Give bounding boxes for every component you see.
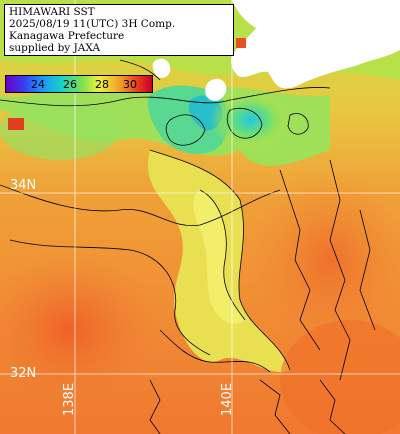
- map-region: Kanagawa Prefecture: [9, 30, 125, 42]
- longitude-label-140e: 140E: [220, 382, 235, 416]
- coastal-hot-spot: [236, 38, 246, 48]
- colorbar-tick-24: 24: [31, 78, 45, 91]
- map-info-box: HIMAWARI SST 2025/08/19 11(UTC) 3H Comp.…: [4, 4, 234, 56]
- latitude-label-34n: 34N: [10, 178, 37, 193]
- island-hot-spot: [8, 118, 24, 130]
- colorbar-tick-30: 30: [123, 78, 137, 91]
- plume-inner: [193, 190, 245, 324]
- land-peninsula: [205, 78, 227, 101]
- colorbar-tick-26: 26: [63, 78, 77, 91]
- colorbar-tick-28: 28: [95, 78, 109, 91]
- map-source: supplied by JAXA: [9, 42, 101, 54]
- map-timestamp: 2025/08/19 11(UTC) 3H Comp.: [9, 18, 176, 30]
- sst-colorbar: 24 26 28 30: [5, 75, 153, 93]
- land-izu-tip: [152, 58, 171, 78]
- latitude-label-32n: 32N: [10, 366, 37, 381]
- land-honshu: [231, 0, 400, 89]
- map-title: HIMAWARI SST: [9, 6, 95, 18]
- sst-contours: [0, 59, 376, 434]
- longitude-label-138e: 138E: [62, 382, 77, 416]
